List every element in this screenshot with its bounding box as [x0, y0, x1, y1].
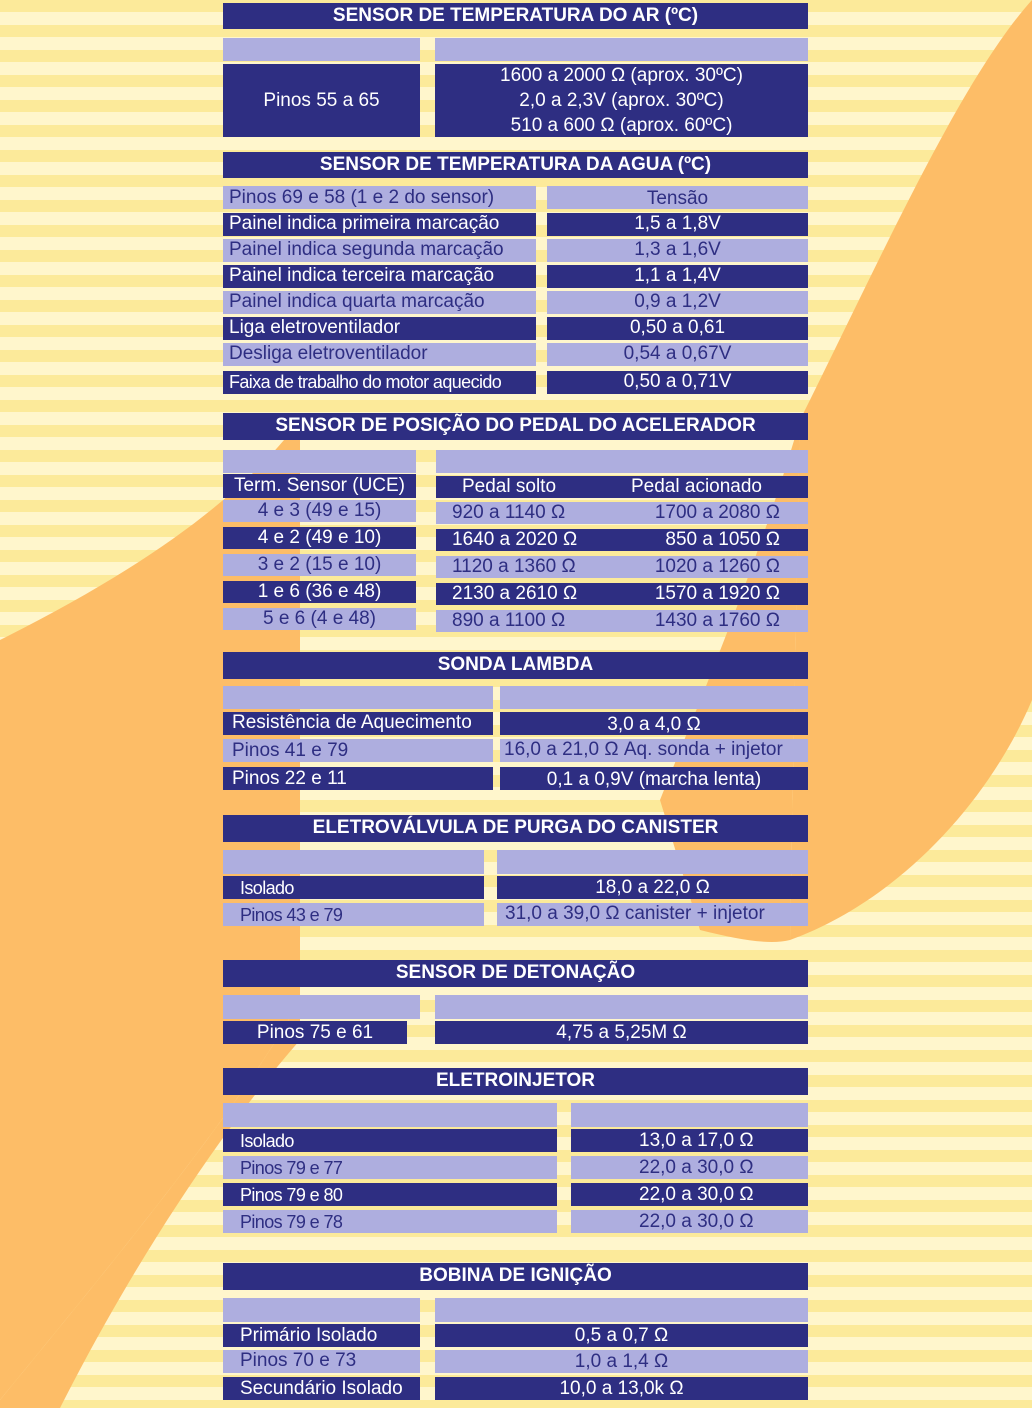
- spacer-cell: [436, 450, 808, 473]
- section-title-ignition-coil: BOBINA DE IGNIÇÃO: [223, 1263, 808, 1290]
- section-title-canister: ELETROVÁLVULA DE PURGA DO CANISTER: [223, 815, 808, 842]
- lambda-row-label: Pinos 22 e 11: [223, 767, 493, 790]
- section-title-lambda: SONDA LAMBDA: [223, 652, 808, 679]
- pedal-row-values: 2130 a 2610 Ω 1570 a 1920 Ω: [436, 583, 808, 605]
- water-temp-row-value: 1,3 a 1,6V: [547, 239, 808, 262]
- coil-row-label: Primário Isolado: [223, 1324, 420, 1347]
- coil-row-value: 1,0 a 1,4 Ω: [435, 1350, 808, 1373]
- water-temp-row-label: Painel indica terceira marcação: [223, 265, 536, 288]
- lambda-row-label: Pinos 41 e 79: [223, 739, 493, 762]
- canister-row-value: 31,0 a 39,0 Ω canister + injetor: [497, 903, 808, 926]
- water-temp-row-value: 0,9 a 1,2V: [547, 291, 808, 314]
- section-title-air-temp: SENSOR DE TEMPERATURA DO AR (ºC): [223, 3, 808, 29]
- pedal-pressed-value: 1570 a 1920 Ω: [654, 583, 780, 604]
- pedal-row-terminal: 5 e 6 (4 e 48): [223, 608, 416, 630]
- coil-row-value: 0,5 a 0,7 Ω: [435, 1324, 808, 1347]
- section-title-injector: ELETROINJETOR: [223, 1068, 808, 1095]
- coil-row-label: Pinos 70 e 73: [223, 1350, 420, 1373]
- right-orange-curve: [790, 0, 1032, 940]
- knock-row-label: Pinos 75 e 61: [223, 1021, 407, 1044]
- pedal-row-terminal: 4 e 2 (49 e 10): [223, 527, 416, 549]
- injector-row-label: Pinos 79 e 77: [223, 1156, 557, 1179]
- pedal-row-terminal: 1 e 6 (36 e 48): [223, 581, 416, 603]
- spacer-cell: [223, 1298, 420, 1322]
- pedal-col-header-released: Pedal solto: [462, 476, 557, 497]
- spacer-cell: [571, 1103, 808, 1127]
- lambda-row-value: 16,0 a 21,0 Ω Aq. sonda + injetor: [500, 739, 808, 762]
- air-temp-value-3: 510 a 600 Ω (aprox. 60ºC): [510, 115, 733, 136]
- coil-row-value: 10,0 a 13,0k Ω: [435, 1377, 808, 1400]
- pedal-pressed-value: 850 a 1050 Ω: [665, 529, 780, 550]
- spacer-cell: [435, 38, 808, 61]
- injector-row-label: Pinos 79 e 80: [223, 1183, 557, 1206]
- coil-row-label: Secundário Isolado: [223, 1377, 420, 1400]
- section-title-pedal-sensor: SENSOR DE POSIÇÃO DO PEDAL DO ACELERADOR: [223, 413, 808, 440]
- water-temp-row-value: 1,1 a 1,4V: [547, 265, 808, 288]
- bottom-left-orange-curve: [0, 1000, 300, 1408]
- injector-row-value: 22,0 a 30,0 Ω: [571, 1183, 808, 1206]
- water-temp-row-label: Painel indica segunda marcação: [223, 239, 536, 262]
- pedal-pressed-value: 1430 a 1760 Ω: [654, 610, 780, 631]
- lambda-row-value: 3,0 a 4,0 Ω: [500, 712, 808, 735]
- pedal-released-value: 1120 a 1360 Ω: [452, 556, 576, 577]
- air-temp-value-1: 1600 a 2000 Ω (aprox. 30ºC): [500, 65, 743, 86]
- section-title-knock-sensor: SENSOR DE DETONAÇÃO: [223, 960, 808, 987]
- spacer-cell: [435, 1298, 808, 1322]
- spacer-cell: [223, 38, 420, 61]
- pedal-pressed-value: 1020 a 1260 Ω: [654, 556, 780, 577]
- spacer-cell: [223, 686, 493, 709]
- water-temp-row-value: 1,5 a 1,8V: [547, 213, 808, 236]
- injector-row-value: 22,0 a 30,0 Ω: [571, 1210, 808, 1233]
- air-temp-pins-label: Pinos 55 a 65: [223, 64, 420, 137]
- canister-row-value: 18,0 a 22,0 Ω: [497, 876, 808, 899]
- water-temp-header-left: Pinos 69 e 58 (1 e 2 do sensor): [223, 186, 536, 209]
- pedal-col-header-terminal: Term. Sensor (UCE): [223, 474, 416, 498]
- pedal-row-values: 1640 a 2020 Ω 850 a 1050 Ω: [436, 529, 808, 551]
- injector-row-label: Isolado: [223, 1129, 557, 1152]
- pedal-released-value: 2130 a 2610 Ω: [452, 583, 578, 604]
- lambda-row-label: Resistência de Aquecimento: [223, 712, 493, 735]
- pedal-col-headers: Pedal solto Pedal acionado: [436, 476, 808, 498]
- canister-row-label: Isolado: [223, 876, 484, 899]
- pedal-released-value: 1640 a 2020 Ω: [452, 529, 578, 550]
- pedal-row-values: 1120 a 1360 Ω 1020 a 1260 Ω: [436, 556, 808, 578]
- water-temp-row-label: Faixa de trabalho do motor aquecido: [223, 371, 536, 394]
- water-temp-header-right: Tensão: [547, 186, 808, 209]
- canister-row-label: Pinos 43 e 79: [223, 903, 484, 926]
- spacer-cell: [435, 995, 808, 1019]
- water-temp-row-value: 0,54 a 0,67V: [547, 343, 808, 366]
- pedal-row-terminal: 4 e 3 (49 e 15): [223, 500, 416, 522]
- injector-row-value: 22,0 a 30,0 Ω: [571, 1156, 808, 1179]
- pedal-released-value: 890 a 1100 Ω: [452, 610, 566, 631]
- spacer-cell: [223, 1103, 557, 1127]
- spacer-cell: [223, 450, 416, 473]
- pedal-pressed-value: 1700 a 2080 Ω: [654, 502, 780, 523]
- water-temp-row-label: Liga eletroventilador: [223, 317, 536, 340]
- pedal-row-terminal: 3 e 2 (15 e 10): [223, 554, 416, 576]
- spacer-cell: [223, 995, 420, 1019]
- pedal-row-values: 890 a 1100 Ω 1430 a 1760 Ω: [436, 610, 808, 632]
- air-temp-values: 1600 a 2000 Ω (aprox. 30ºC) 2,0 a 2,3V (…: [435, 64, 808, 137]
- water-temp-row-value: 0,50 a 0,61: [547, 317, 808, 340]
- pedal-row-values: 920 a 1140 Ω 1700 a 2080 Ω: [436, 502, 808, 524]
- air-temp-value-2: 2,0 a 2,3V (aprox. 30ºC): [519, 90, 724, 111]
- pedal-released-value: 920 a 1140 Ω: [452, 502, 566, 523]
- section-title-water-temp: SENSOR DE TEMPERATURA DA AGUA (ºC): [223, 152, 808, 178]
- knock-row-value: 4,75 a 5,25M Ω: [435, 1021, 808, 1044]
- injector-row-label: Pinos 79 e 78: [223, 1210, 557, 1233]
- water-temp-row-label: Painel indica quarta marcação: [223, 291, 536, 314]
- water-temp-row-label: Desliga eletroventilador: [223, 343, 536, 366]
- water-temp-row-value: 0,50 a 0,71V: [547, 371, 808, 394]
- lambda-row-value: 0,1 a 0,9V (marcha lenta): [500, 767, 808, 790]
- pedal-col-header-pressed: Pedal acionado: [631, 476, 762, 497]
- spacer-cell: [497, 850, 808, 874]
- injector-row-value: 13,0 a 17,0 Ω: [571, 1129, 808, 1152]
- spacer-cell: [500, 686, 808, 709]
- spacer-cell: [223, 850, 484, 874]
- water-temp-row-label: Painel indica primeira marcação: [223, 213, 536, 236]
